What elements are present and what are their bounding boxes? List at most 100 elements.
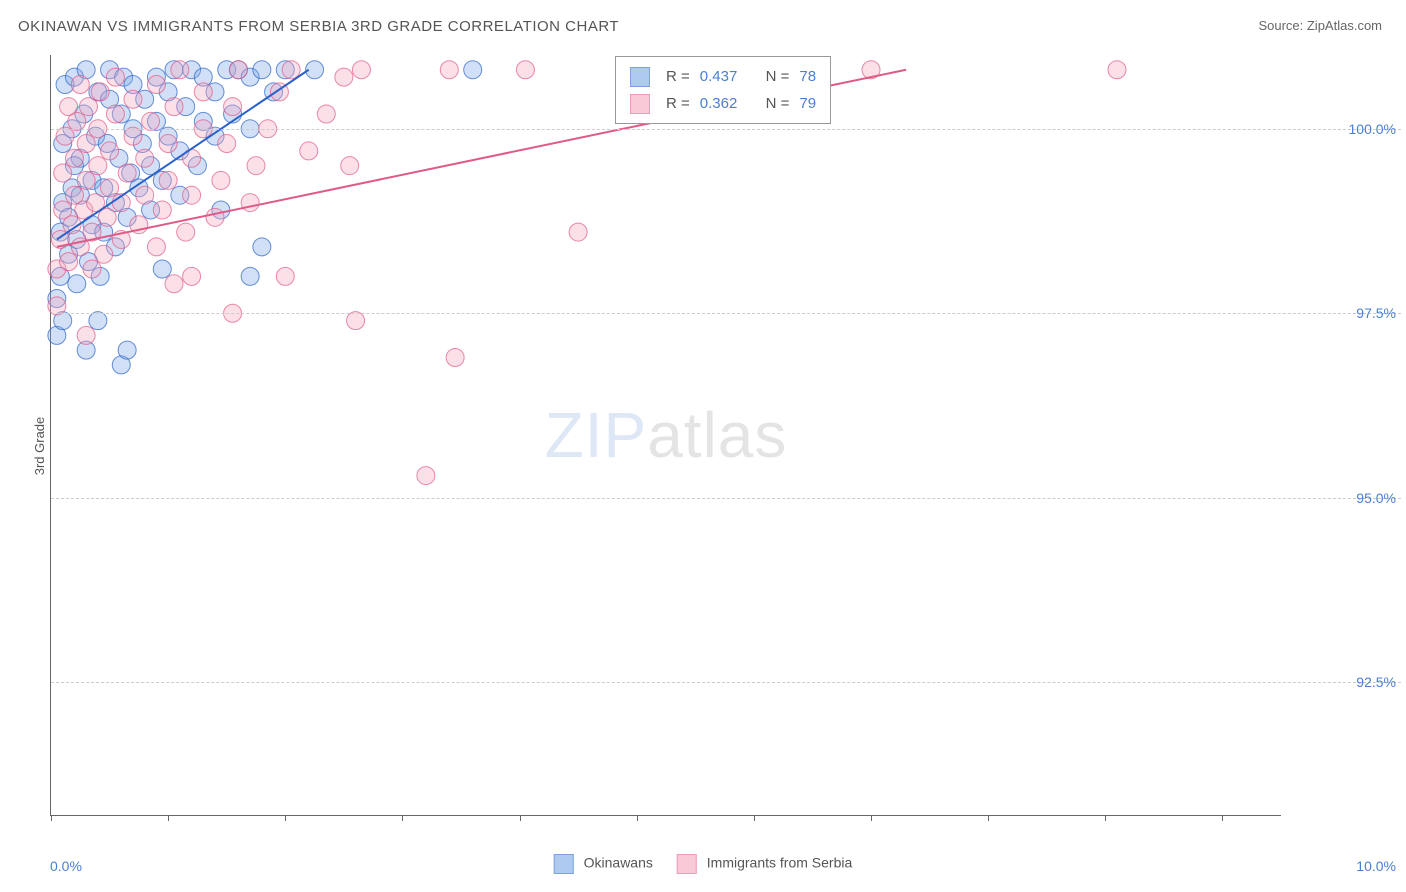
data-point — [183, 186, 201, 204]
data-point — [247, 157, 265, 175]
data-point — [446, 349, 464, 367]
data-point — [77, 171, 95, 189]
data-point — [118, 341, 136, 359]
data-point — [147, 238, 165, 256]
data-point — [347, 312, 365, 330]
data-point — [101, 179, 119, 197]
stats-row-okinawans: R = 0.437 N = 78 — [630, 63, 816, 90]
data-point — [60, 253, 78, 271]
data-point — [253, 61, 271, 79]
xtick — [1222, 815, 1223, 821]
data-point — [98, 208, 116, 226]
data-point — [118, 164, 136, 182]
gridline — [51, 682, 1401, 683]
data-point — [241, 267, 259, 285]
data-point — [253, 238, 271, 256]
data-point — [91, 83, 109, 101]
data-point — [153, 260, 171, 278]
n-value-okinawans: 78 — [799, 63, 816, 90]
data-point — [124, 90, 142, 108]
data-point — [89, 157, 107, 175]
legend-item-okinawans: Okinawans — [554, 854, 653, 874]
data-point — [218, 135, 236, 153]
data-point — [276, 267, 294, 285]
r-value-okinawans: 0.437 — [700, 63, 738, 90]
scatter-svg — [51, 55, 1281, 815]
xtick — [168, 815, 169, 821]
data-point — [147, 76, 165, 94]
data-point — [142, 112, 160, 130]
data-point — [54, 164, 72, 182]
data-point — [83, 260, 101, 278]
r-label: R = — [666, 63, 690, 90]
data-point — [282, 61, 300, 79]
data-point — [300, 142, 318, 160]
data-point — [124, 127, 142, 145]
x-max-label: 10.0% — [1356, 858, 1396, 874]
data-point — [48, 297, 66, 315]
legend-bottom: Okinawans Immigrants from Serbia — [554, 854, 853, 874]
xtick — [988, 815, 989, 821]
data-point — [159, 171, 177, 189]
r-label: R = — [666, 90, 690, 117]
plot-area: ZIPatlas 92.5%95.0%97.5%100.0% — [50, 55, 1281, 816]
gridline — [51, 498, 1401, 499]
data-point — [1108, 61, 1126, 79]
legend-label-serbia: Immigrants from Serbia — [707, 855, 852, 871]
data-point — [77, 135, 95, 153]
swatch-serbia — [630, 94, 650, 114]
data-point — [106, 105, 124, 123]
data-point — [171, 61, 189, 79]
data-point — [317, 105, 335, 123]
xtick — [754, 815, 755, 821]
data-point — [79, 98, 97, 116]
chart-title: OKINAWAN VS IMMIGRANTS FROM SERBIA 3RD G… — [18, 18, 619, 35]
data-point — [65, 149, 83, 167]
data-point — [417, 467, 435, 485]
data-point — [341, 157, 359, 175]
xtick — [51, 815, 52, 821]
n-value-serbia: 79 — [799, 90, 816, 117]
data-point — [136, 149, 154, 167]
data-point — [440, 61, 458, 79]
data-point — [101, 142, 119, 160]
data-point — [136, 186, 154, 204]
data-point — [165, 275, 183, 293]
swatch-serbia-icon — [677, 854, 697, 874]
data-point — [464, 61, 482, 79]
swatch-okinawans-icon — [554, 854, 574, 874]
data-point — [224, 98, 242, 116]
xtick — [285, 815, 286, 821]
ytick-label: 100.0% — [1349, 121, 1396, 137]
xtick — [637, 815, 638, 821]
data-point — [569, 223, 587, 241]
data-point — [352, 61, 370, 79]
stats-legend-box: R = 0.437 N = 78 R = 0.362 N = 79 — [615, 56, 831, 124]
ytick-label: 97.5% — [1356, 305, 1396, 321]
data-point — [153, 201, 171, 219]
ytick-label: 95.0% — [1356, 490, 1396, 506]
data-point — [335, 68, 353, 86]
legend-item-serbia: Immigrants from Serbia — [677, 854, 852, 874]
data-point — [516, 61, 534, 79]
y-axis-label: 3rd Grade — [32, 417, 47, 476]
data-point — [229, 61, 247, 79]
source-label: Source: ZipAtlas.com — [1258, 18, 1382, 33]
data-point — [68, 112, 86, 130]
gridline — [51, 313, 1401, 314]
xtick — [402, 815, 403, 821]
data-point — [177, 223, 195, 241]
data-point — [56, 127, 74, 145]
ytick-label: 92.5% — [1356, 674, 1396, 690]
stats-row-serbia: R = 0.362 N = 79 — [630, 90, 816, 117]
data-point — [89, 312, 107, 330]
n-label: N = — [766, 90, 790, 117]
data-point — [183, 267, 201, 285]
xtick — [1105, 815, 1106, 821]
legend-label-okinawans: Okinawans — [584, 855, 653, 871]
swatch-okinawans — [630, 67, 650, 87]
data-point — [77, 326, 95, 344]
data-point — [71, 76, 89, 94]
r-value-serbia: 0.362 — [700, 90, 738, 117]
data-point — [212, 171, 230, 189]
